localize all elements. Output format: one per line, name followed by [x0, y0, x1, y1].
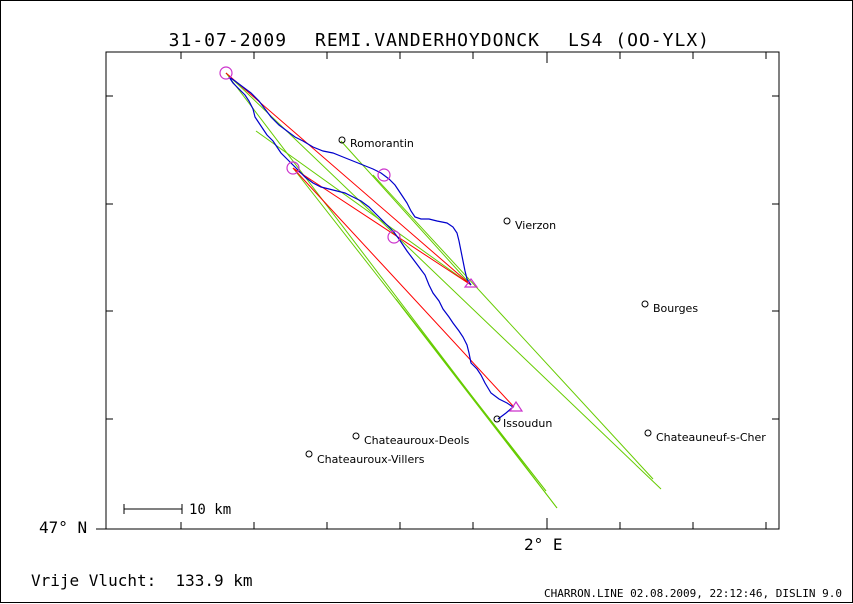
city-dot-chateauroux-deols — [352, 432, 360, 440]
city-dot-chateauroux-villers — [305, 450, 313, 458]
city-dot-vierzon — [503, 217, 511, 225]
city-label-chateauroux-villers: Chateauroux-Villers — [317, 453, 425, 466]
city-dot-bourges — [641, 300, 649, 308]
glider-id: LS4 (OO-YLX) — [567, 30, 710, 51]
turnpoint-triangle-1 — [463, 278, 479, 288]
distance-summary: Vrije Vlucht: 133.9 km — [31, 571, 253, 590]
turnpoint-4 — [387, 230, 401, 244]
credits: CHARRON.LINE 02.08.2009, 22:12:46, DISLI… — [543, 587, 842, 600]
city-dot-chateauneuf — [644, 429, 652, 437]
city-label-issoudun: Issoudun — [503, 417, 552, 430]
turnpoint-2 — [286, 161, 300, 175]
map-title: 31-07-2009 REMI.VANDERHOYDONCK LS4 (OO-YLX… — [1, 9, 853, 51]
scale-bar — [123, 504, 183, 514]
flight-date: 31-07-2009 — [168, 30, 288, 51]
map-frame — [105, 51, 780, 530]
turnpoint-start — [219, 66, 233, 80]
city-dot-romorantin — [338, 136, 346, 144]
axis-ticks — [96, 52, 779, 530]
city-label-chateauneuf: Chateauneuf-s-Cher — [656, 431, 766, 444]
city-label-vierzon: Vierzon — [515, 219, 556, 232]
flight-track — [228, 76, 514, 420]
turnpoint-triangle-2 — [508, 400, 524, 412]
turnpoint-3 — [377, 168, 391, 182]
distance-label: Vrije Vlucht: — [31, 571, 157, 590]
city-label-romorantin: Romorantin — [350, 137, 414, 150]
longitude-label: 2° E — [524, 535, 563, 554]
task-route — [225, 72, 515, 408]
city-dot-issoudun — [493, 415, 501, 423]
turnpoint-markers — [219, 66, 524, 412]
city-markers: Romorantin Vierzon Bourges Issoudun Chat… — [305, 136, 766, 466]
latitude-label: 47° N — [39, 518, 88, 537]
city-label-bourges: Bourges — [653, 302, 698, 315]
distance-value: 133.9 km — [175, 571, 253, 590]
scale-bar-label: 10 km — [189, 502, 231, 518]
pilot-name: REMI.VANDERHOYDONCK — [315, 30, 540, 51]
city-label-chateauroux-deols: Chateauroux-Deols — [364, 434, 470, 447]
